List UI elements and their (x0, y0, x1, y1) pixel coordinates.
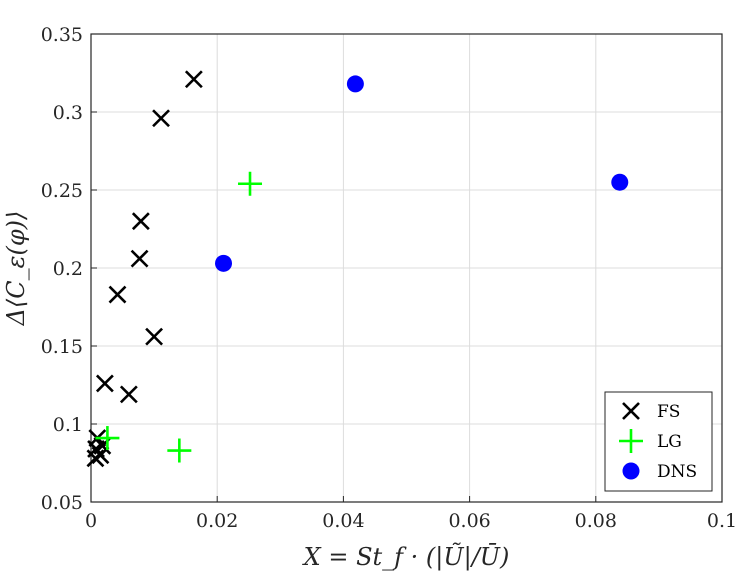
point-fs (91, 446, 110, 465)
legend: FS LG DNS (604, 391, 713, 492)
point-fs (131, 212, 150, 231)
series-lg (95, 171, 263, 463)
x-tick-label: 0.02 (196, 510, 238, 532)
point-dns (215, 254, 233, 272)
point-fs (130, 249, 149, 268)
point-fs (119, 385, 138, 404)
point-lg (238, 171, 263, 196)
point-fs (152, 109, 170, 128)
point-fs (108, 285, 127, 304)
x-tick-label: 0.1 (707, 510, 737, 532)
legend-marker-fs (622, 402, 640, 420)
y-tick-label: 0.1 (53, 414, 83, 436)
y-tick-label: 0.05 (41, 492, 83, 514)
point-lg (167, 438, 192, 463)
x-tick-label: 0.04 (322, 510, 364, 532)
y-tick-label: 0.35 (41, 24, 83, 46)
y-tick-label: 0.15 (41, 336, 83, 358)
legend-marker-dns (622, 462, 640, 480)
point-dns (611, 173, 629, 191)
y-axis-label: Δ⟨C_ε(φ)⟩ (2, 211, 30, 327)
series-fs (86, 70, 203, 468)
legend-marker-lg (619, 429, 643, 453)
y-tick-label: 0.25 (41, 180, 83, 202)
x-axis-label: X = St_f · (|Ũ|/Ū) (302, 541, 510, 572)
data-points (86, 70, 629, 468)
y-tick-label: 0.3 (53, 102, 83, 124)
point-fs (86, 449, 105, 468)
x-tick-label: 0 (85, 510, 97, 532)
series-dns (215, 75, 629, 272)
point-lg (95, 426, 120, 451)
x-tick-label: 0.08 (575, 510, 617, 532)
legend-label-fs: FS (657, 402, 680, 422)
point-fs (145, 327, 164, 346)
point-fs (184, 70, 203, 89)
x-tick-label: 0.06 (448, 510, 490, 532)
legend-label-lg: LG (657, 432, 682, 452)
y-tick-label: 0.2 (53, 258, 83, 280)
point-fs (95, 374, 114, 393)
legend-label-dns: DNS (657, 462, 697, 482)
point-dns (346, 75, 364, 93)
axis-ticks: 0 0.02 0.04 0.06 0.08 0.1 0.05 0.1 0.15 0.2 0.25 0.… (41, 24, 737, 532)
